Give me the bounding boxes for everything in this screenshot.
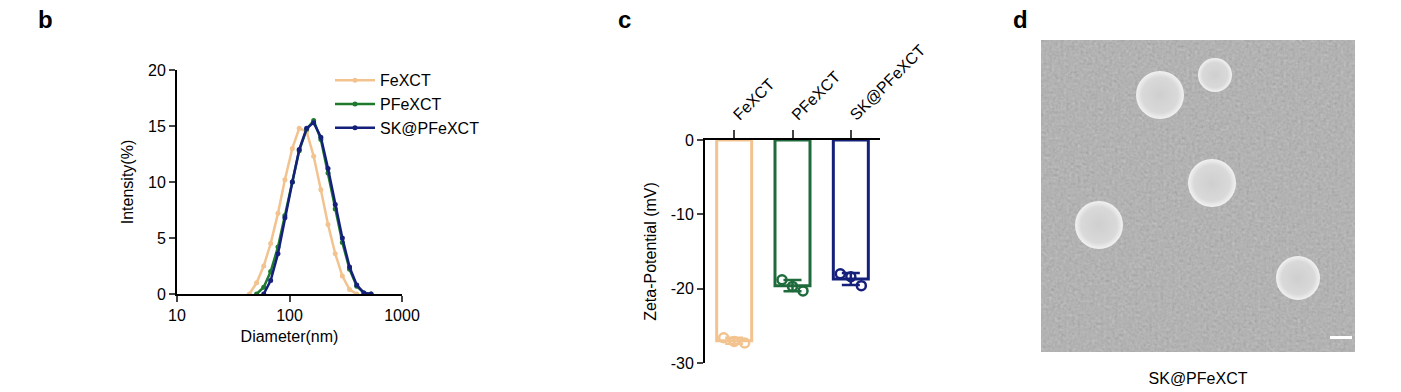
svg-text:SK@PFeXCT: SK@PFeXCT [847,41,929,123]
svg-text:10: 10 [148,174,166,191]
svg-text:SK@PFeXCT: SK@PFeXCT [380,120,479,137]
svg-text:-30: -30 [671,355,694,372]
svg-text:10: 10 [168,307,186,324]
svg-text:FeXCT: FeXCT [730,75,778,123]
svg-text:5: 5 [157,230,166,247]
svg-text:15: 15 [148,118,166,135]
html-text:c: c [618,6,632,33]
svg-text:Zeta-Potential (mV): Zeta-Potential (mV) [642,182,659,321]
html-text:SK@PFeXCT: SK@PFeXCT [1148,370,1248,387]
svg-text:1000: 1000 [384,307,420,324]
svg-text:Diameter(nm): Diameter(nm) [241,328,339,345]
svg-text:0: 0 [157,286,166,303]
svg-text:100: 100 [276,307,303,324]
html-text:b: b [38,6,53,33]
svg-text:Intensity(%): Intensity(%) [119,140,136,224]
html-text:d: d [1013,6,1028,33]
svg-text:FeXCT: FeXCT [380,72,431,89]
svg-text:PFeXCT: PFeXCT [788,68,844,124]
svg-text:-20: -20 [671,280,694,297]
svg-text:20: 20 [148,62,166,79]
svg-text:0: 0 [685,132,694,149]
svg-text:PFeXCT: PFeXCT [380,96,442,113]
svg-text:-10: -10 [671,206,694,223]
